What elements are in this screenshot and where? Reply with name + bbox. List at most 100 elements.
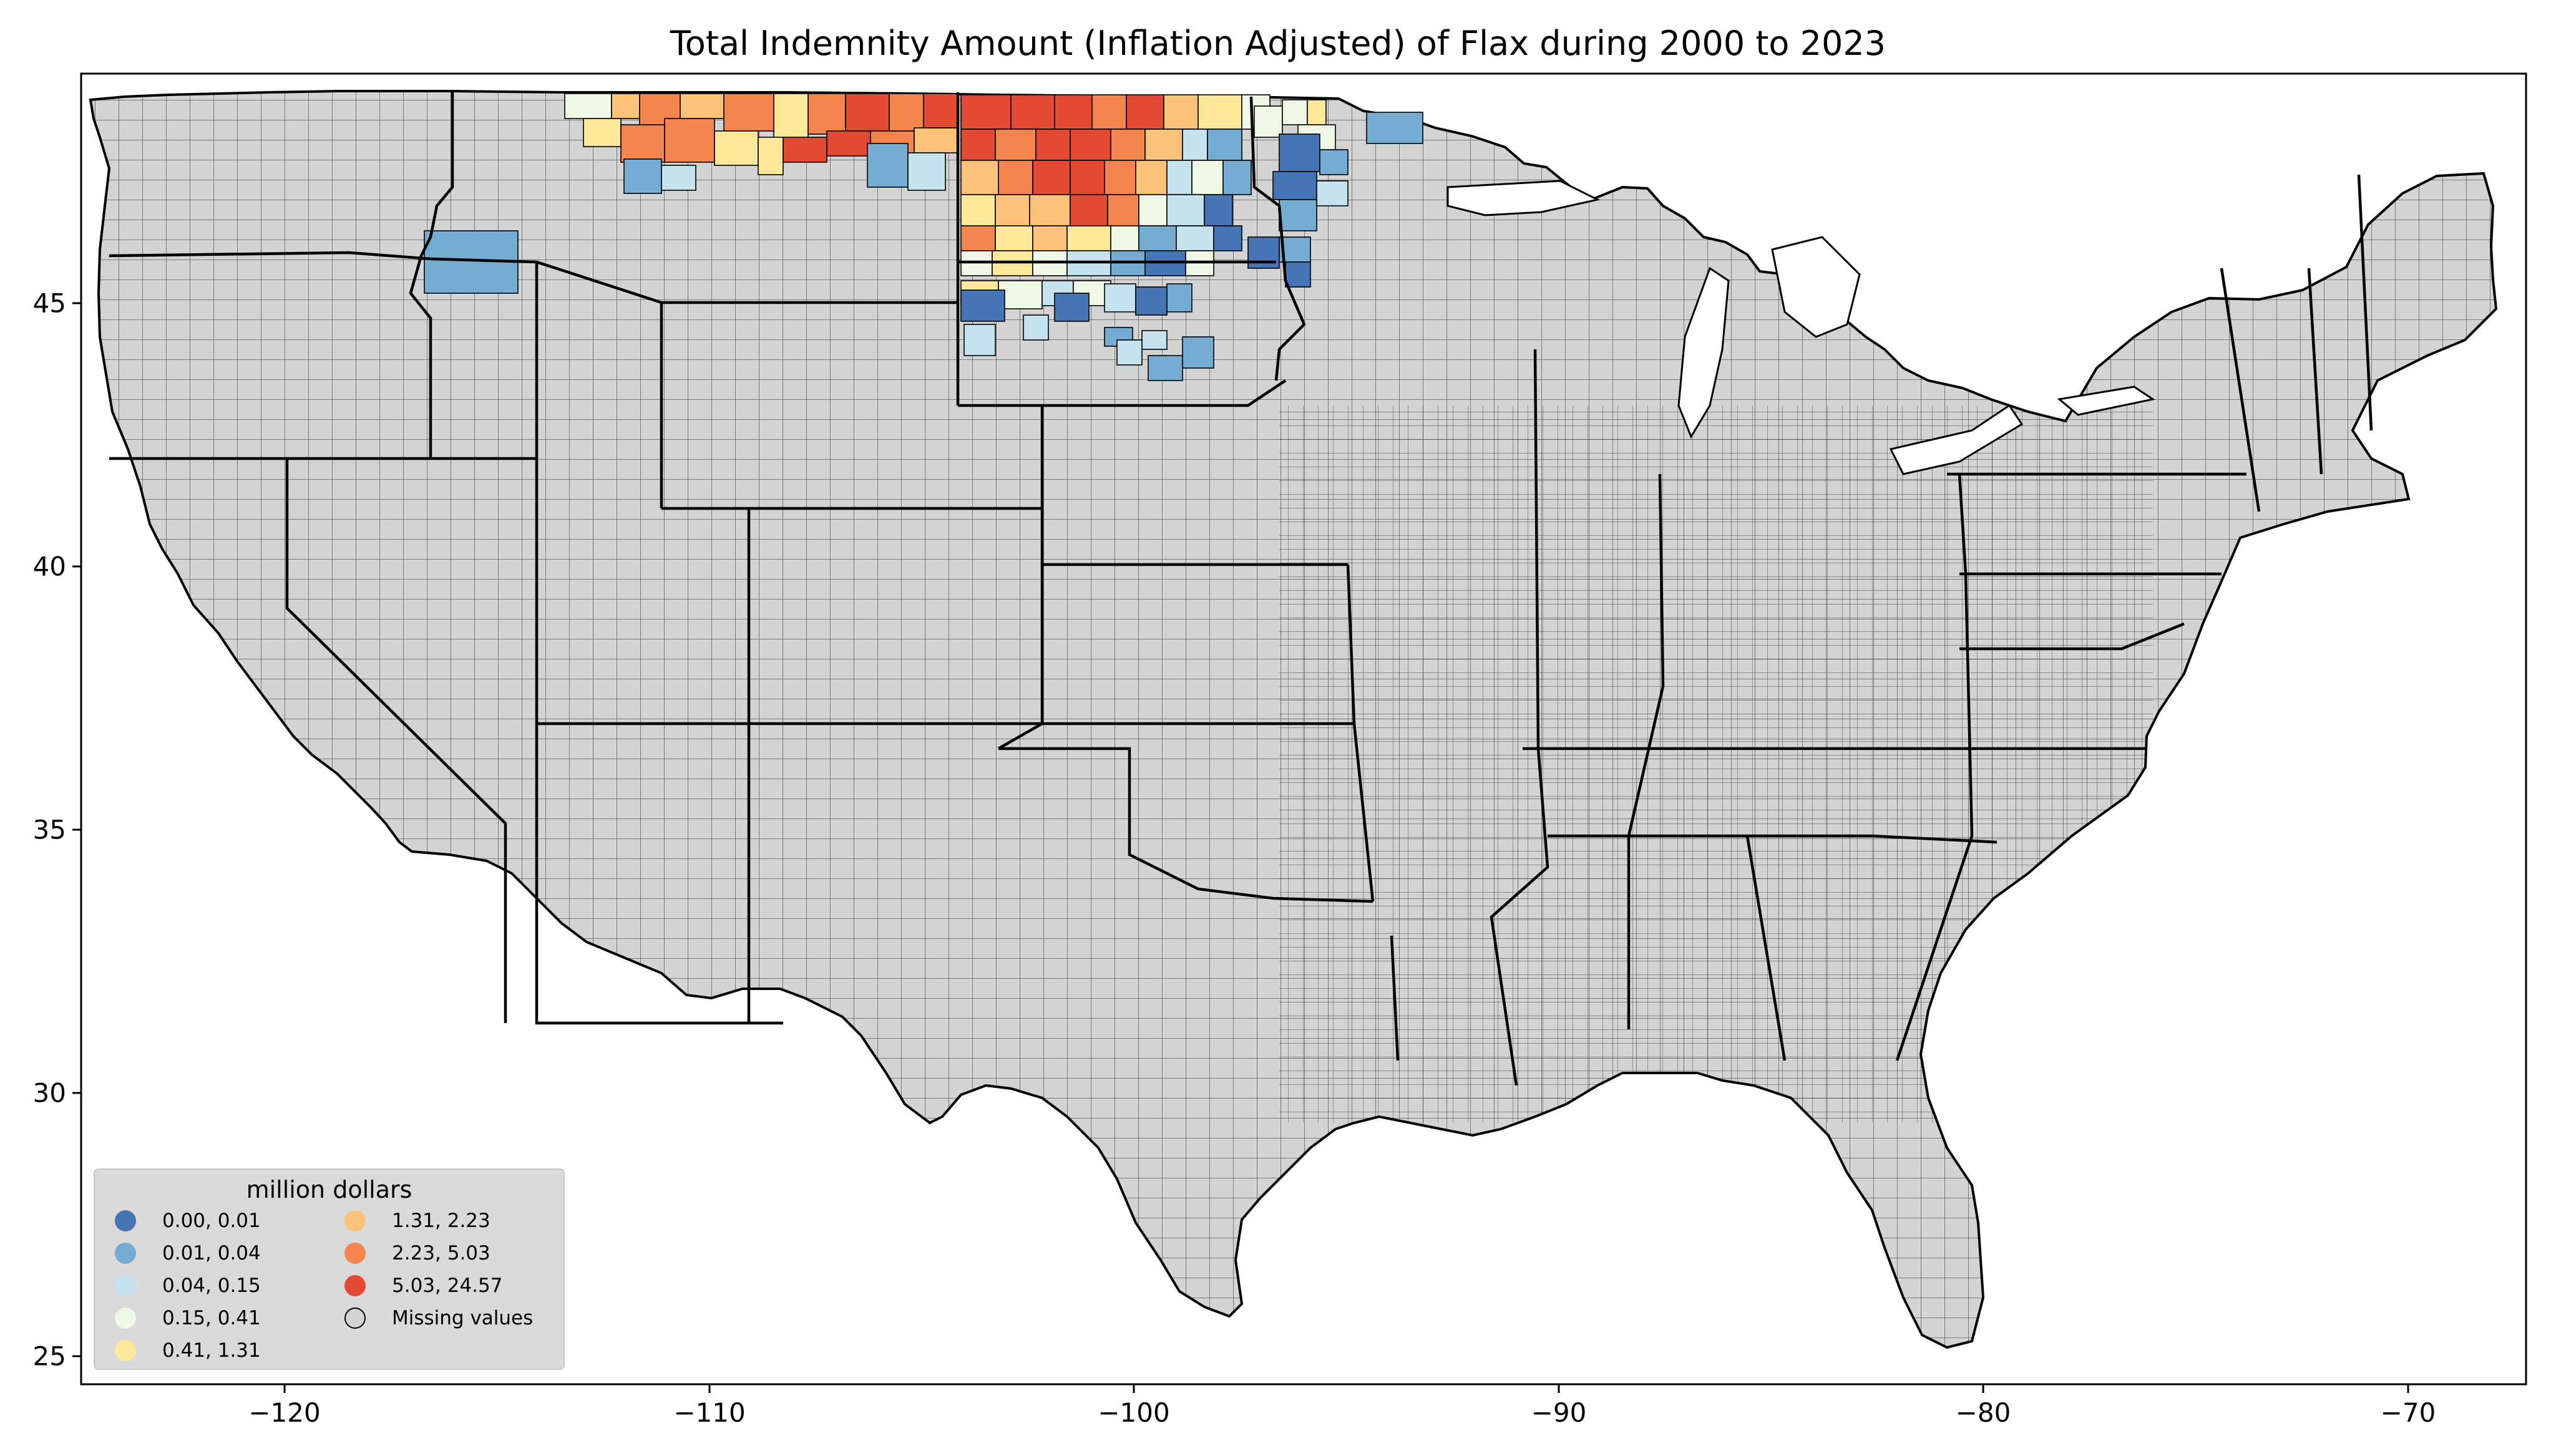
county-cell (1035, 129, 1071, 161)
county-cell (1213, 225, 1242, 251)
county-cell (1222, 160, 1252, 195)
county-cell (1316, 180, 1349, 206)
county-cell (1144, 129, 1183, 161)
county-cell (995, 194, 1030, 226)
county-cell (1166, 160, 1193, 195)
county-cell (960, 94, 1012, 130)
legend-label: 0.04, 0.15 (162, 1274, 261, 1297)
state-boundaries (109, 91, 2373, 1086)
county-cell (1285, 261, 1311, 288)
y-tick-label: 25 (32, 1341, 66, 1372)
county-cell (998, 160, 1033, 195)
x-tick-label: −100 (1098, 1397, 1170, 1428)
county-cell (889, 93, 924, 132)
county-cell (826, 130, 871, 157)
x-tick-label: −110 (673, 1397, 746, 1428)
county-cell (564, 93, 612, 119)
county-cell (1110, 129, 1146, 161)
county-cell (1182, 129, 1208, 161)
x-tick-label: −70 (2380, 1397, 2436, 1428)
county-cell (1066, 225, 1111, 251)
legend-title: million dollars (246, 1176, 412, 1203)
county-cell (1116, 339, 1143, 366)
legend-item: 1.31, 2.23 (344, 1205, 490, 1237)
legend-swatch (115, 1210, 136, 1231)
x-tick-marks (283, 1384, 2409, 1393)
county-cell (1254, 105, 1283, 138)
county-cell (998, 280, 1043, 309)
county-cell (1366, 112, 1423, 144)
county-cell (1247, 236, 1280, 269)
x-tick-label: −120 (248, 1397, 321, 1428)
county-cell (1104, 160, 1136, 195)
county-cell (1070, 194, 1108, 226)
legend-swatch (115, 1308, 136, 1329)
y-tick-label: 30 (32, 1077, 66, 1109)
county-cell (1207, 129, 1242, 161)
county-cell (1166, 194, 1205, 226)
county-cell (1054, 293, 1090, 322)
county-cell (1319, 149, 1349, 175)
legend-item: 0.01, 0.04 (115, 1237, 261, 1269)
county-cell (1135, 286, 1168, 316)
legend-item: 0.15, 0.41 (115, 1302, 261, 1334)
county-cell (773, 93, 809, 144)
legend-label: 1.31, 2.23 (392, 1210, 490, 1232)
county-cell (1054, 94, 1093, 130)
county-cell (1163, 94, 1199, 130)
legend-label: Missing values (392, 1307, 534, 1329)
y-tick-marks (72, 302, 81, 1357)
chart-title: Total Indemnity Amount (Inflation Adjust… (670, 24, 1886, 63)
legend-item: 0.41, 1.31 (115, 1334, 261, 1367)
county-cell (664, 118, 715, 163)
legend-swatch (344, 1210, 366, 1231)
legend-item: Missing values (344, 1302, 533, 1334)
legend-label: 0.00, 0.01 (162, 1210, 261, 1232)
county-cell (723, 93, 774, 132)
county-cell (1110, 225, 1139, 251)
y-tick-label: 45 (32, 288, 66, 319)
x-tick-label: −80 (1955, 1397, 2011, 1428)
county-cell (783, 137, 827, 163)
legend-label: 0.41, 1.31 (162, 1339, 261, 1362)
county-cell (1029, 194, 1071, 226)
county-cell (963, 324, 996, 356)
legend-swatch (344, 1275, 366, 1296)
map-layer (89, 90, 2498, 1349)
county-cell (960, 225, 996, 251)
legend-item: 2.23, 5.03 (344, 1237, 490, 1269)
legend-label: 0.01, 0.04 (162, 1242, 261, 1264)
county-cell (583, 118, 622, 147)
county-cell (845, 93, 890, 132)
legend-label: 5.03, 24.57 (392, 1274, 503, 1297)
county-cell (1023, 314, 1049, 341)
county-cell (923, 93, 958, 129)
county-cell (1032, 225, 1068, 251)
x-tick-label: −90 (1531, 1397, 1587, 1428)
legend: million dollars 0.00, 0.01 0.01, 0.04 0.… (94, 1168, 565, 1370)
county-cell (1279, 133, 1320, 172)
county-cell (1148, 355, 1183, 381)
legend-swatch (115, 1340, 136, 1361)
county-cell (995, 129, 1037, 161)
county-boundaries (90, 91, 2496, 1347)
county-cell (907, 152, 946, 191)
county-cell (1091, 94, 1127, 130)
county-cell (680, 93, 724, 119)
county-cell (914, 127, 958, 153)
county-cell (1138, 225, 1177, 251)
legend-label: 0.15, 0.41 (162, 1307, 261, 1329)
county-cell (1272, 171, 1317, 200)
axes-frame (80, 72, 2527, 1386)
county-cell (1070, 129, 1111, 161)
county-cell (661, 165, 696, 191)
legend-item: 0.00, 0.01 (115, 1205, 261, 1237)
county-cell (1141, 330, 1168, 350)
great-lakes (1446, 180, 2155, 475)
county-cell (1191, 160, 1224, 195)
county-cell (714, 130, 759, 166)
county-cell (995, 225, 1033, 251)
county-cell (867, 143, 909, 188)
county-cell (960, 160, 999, 195)
